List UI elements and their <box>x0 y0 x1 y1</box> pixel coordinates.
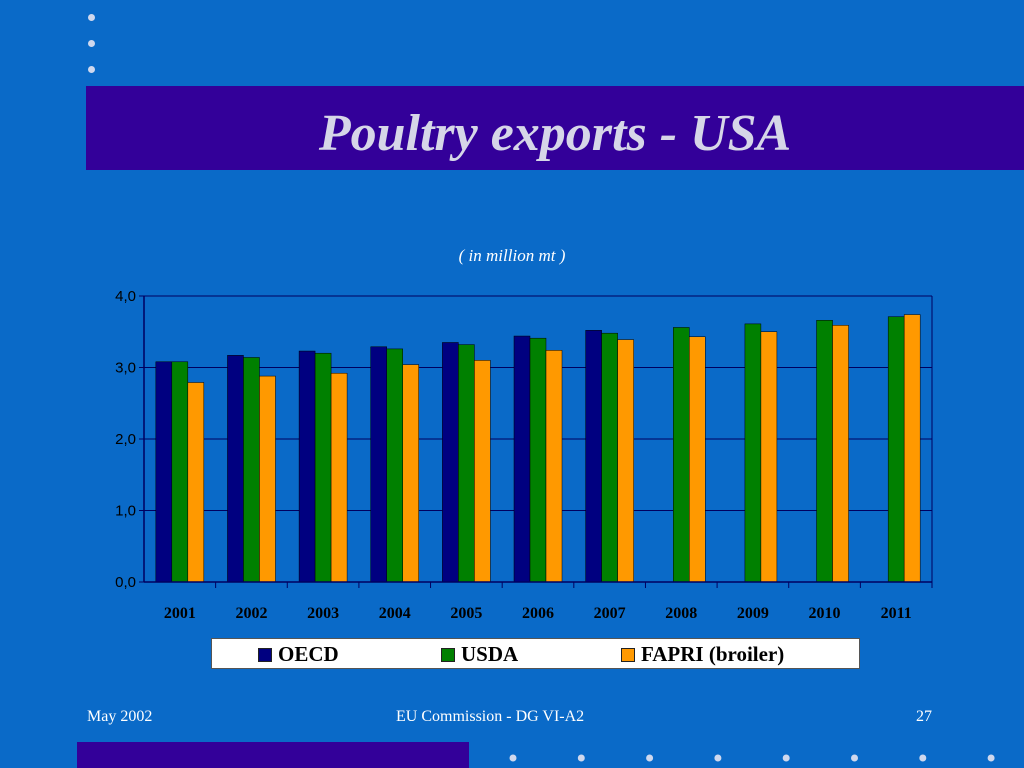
bullet-dot <box>919 754 927 762</box>
chart-subtitle: ( in million mt ) <box>458 246 566 265</box>
x-tick-label: 2001 <box>164 605 196 622</box>
y-tick-label: 2,0 <box>115 431 136 448</box>
x-tick-label: 2006 <box>522 605 554 622</box>
x-tick-label: 2011 <box>881 605 912 622</box>
legend-swatch-oecd <box>258 647 272 662</box>
legend-item-fapri: FAPRI (broiler) <box>621 639 784 670</box>
legend-swatch-fapri <box>621 647 635 662</box>
bullet-dot <box>88 40 95 47</box>
bullet-dot <box>88 66 95 73</box>
legend-label-fapri: FAPRI (broiler) <box>641 642 785 666</box>
legend-item-oecd: OECD <box>258 639 339 670</box>
x-tick-label: 2004 <box>379 605 411 622</box>
x-tick-label: 2008 <box>665 605 697 622</box>
bullet-dot <box>646 754 654 762</box>
slide-title: Poultry exports - USA <box>318 105 792 162</box>
x-tick-label: 2005 <box>450 605 482 622</box>
legend-label-usda: USDA <box>461 642 519 666</box>
x-tick-label: 2003 <box>307 605 339 622</box>
y-tick-label: 4,0 <box>115 288 136 305</box>
bullet-dot <box>88 14 95 21</box>
legend-label-oecd: OECD <box>278 642 339 666</box>
bullet-dot <box>987 754 995 762</box>
footer-page-number: 27 <box>916 708 932 725</box>
bullet-dot <box>782 754 790 762</box>
y-tick-label: 3,0 <box>115 360 136 377</box>
bullet-dot <box>714 754 722 762</box>
title-band: Poultry exports - USA <box>86 86 1024 170</box>
bottom-band <box>77 742 469 768</box>
legend-item-usda: USDA <box>441 639 518 670</box>
bullet-dot <box>577 754 585 762</box>
x-tick-label: 2009 <box>737 605 769 622</box>
chart-legend: OECD USDA FAPRI (broiler) <box>211 638 860 669</box>
x-tick-label: 2002 <box>235 605 267 622</box>
bullet-dot <box>509 754 517 762</box>
x-tick-label: 2007 <box>594 605 626 622</box>
y-tick-label: 1,0 <box>115 503 136 520</box>
footer-date: May 2002 <box>87 708 153 725</box>
x-tick-label: 2010 <box>809 605 841 622</box>
bullet-dot <box>851 754 858 762</box>
y-tick-label: 0,0 <box>115 574 136 591</box>
footer-organization: EU Commission - DG VI-A2 <box>396 708 585 725</box>
legend-swatch-usda <box>441 647 455 662</box>
